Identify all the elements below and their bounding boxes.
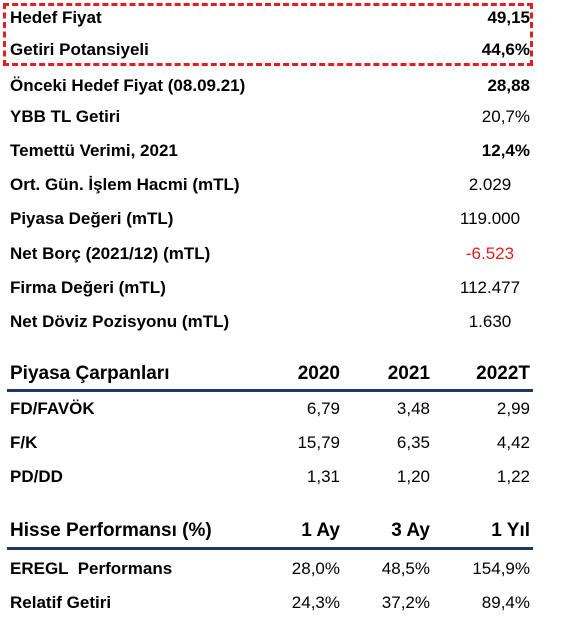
- row-label: Hedef Fiyat: [10, 8, 102, 27]
- row-label: YBB TL Getiri: [10, 107, 121, 126]
- cell-value: 154,9%: [472, 559, 530, 578]
- cell-value: 6,35: [396, 433, 430, 452]
- row-value: 2.029: [468, 175, 512, 194]
- header-rule: [7, 389, 533, 392]
- row-value: -6.523: [465, 244, 515, 263]
- row-value: 44,6%: [481, 40, 530, 59]
- row-label: Firma Değeri (mTL): [10, 278, 166, 297]
- row-label: PD/DD: [10, 467, 63, 486]
- row-label: Temettü Verimi, 2021: [10, 141, 178, 160]
- row-value: 112.477: [459, 278, 521, 297]
- cell-value: 1,31: [306, 467, 340, 486]
- row-label: FD/FAVÖK: [10, 399, 95, 418]
- cell-value: 24,3%: [291, 593, 340, 612]
- section-header: 2021: [387, 363, 430, 384]
- section-header: 1 Ay: [301, 520, 340, 541]
- cell-value: 48,5%: [381, 559, 430, 578]
- section-header: 1 Yıl: [491, 520, 530, 541]
- cell-value: 3,48: [396, 399, 430, 418]
- cell-value: 2,99: [496, 399, 530, 418]
- highlight-box: [3, 3, 533, 66]
- cell-value: 1,20: [396, 467, 430, 486]
- row-label: Net Borç (2021/12) (mTL): [10, 244, 211, 263]
- row-label: Önceki Hedef Fiyat (08.09.21): [10, 76, 246, 95]
- header-rule: [7, 547, 533, 550]
- section-header: 2020: [297, 363, 340, 384]
- cell-value: 6,79: [306, 399, 340, 418]
- row-label: EREGL Performans: [10, 559, 173, 578]
- cell-value: 15,79: [297, 433, 340, 452]
- row-label: Ort. Gün. İşlem Hacmi (mTL): [10, 175, 240, 194]
- cell-value: 4,42: [496, 433, 530, 452]
- row-value: 1.630: [468, 312, 512, 331]
- row-label: F/K: [10, 433, 38, 452]
- row-label: Piyasa Değeri (mTL): [10, 209, 174, 228]
- cell-value: 89,4%: [481, 593, 530, 612]
- section-header: 3 Ay: [391, 520, 430, 541]
- section-header: Piyasa Çarpanları: [10, 363, 170, 384]
- cell-value: 37,2%: [381, 593, 430, 612]
- cell-value: 28,0%: [291, 559, 340, 578]
- row-value: 12,4%: [481, 141, 530, 160]
- row-label: Net Döviz Pozisyonu (mTL): [10, 312, 230, 331]
- row-label: Relatif Getiri: [10, 593, 112, 612]
- section-header: 2022T: [476, 363, 530, 384]
- row-value: 49,15: [487, 8, 530, 27]
- row-value: 20,7%: [481, 107, 530, 126]
- section-header: Hisse Performansı (%): [10, 520, 212, 541]
- row-value: 119.000: [459, 209, 521, 228]
- row-label: Getiri Potansiyeli: [10, 40, 149, 59]
- cell-value: 1,22: [496, 467, 530, 486]
- row-value: 28,88: [487, 76, 530, 95]
